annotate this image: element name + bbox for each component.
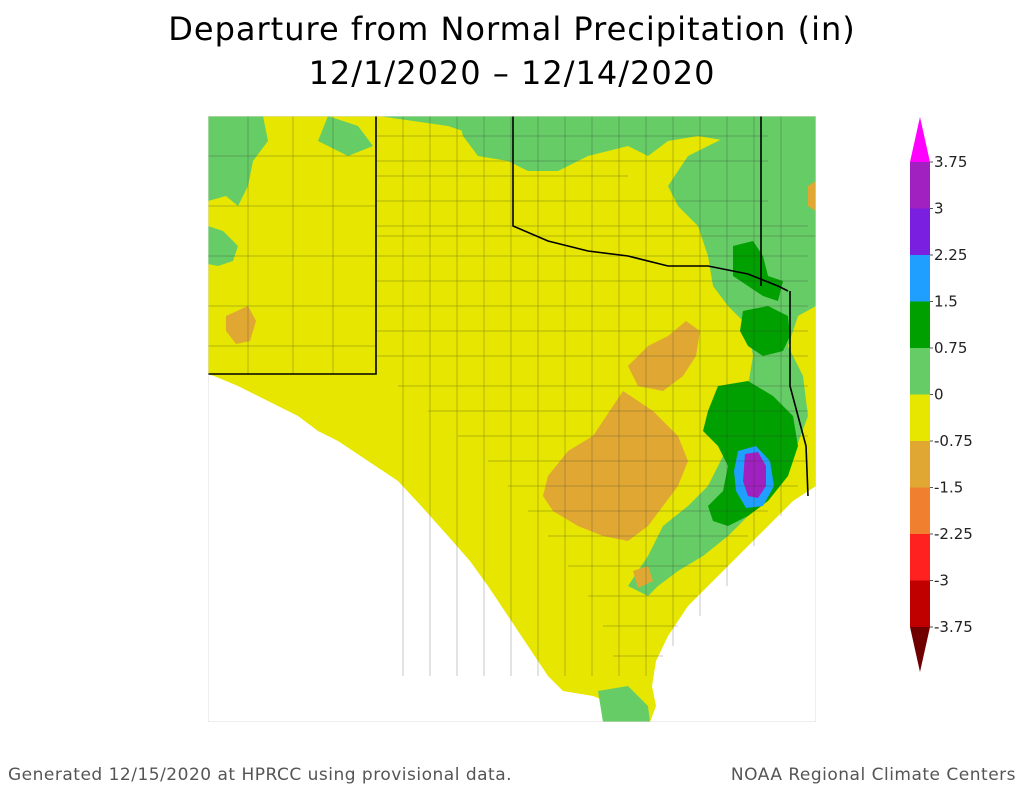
- green-area-north: [208, 116, 528, 136]
- legend-swatch: [910, 255, 930, 302]
- orange-area-coast: [633, 566, 653, 588]
- legend-tick-label: -3: [934, 572, 949, 590]
- purple-area-houston: [743, 452, 766, 498]
- legend-tick-label: 3.75: [934, 153, 967, 171]
- gulf-blank: [650, 486, 816, 722]
- legend-tick-label: -3.75: [934, 618, 973, 636]
- green-area-panhandle-top: [318, 116, 373, 156]
- legend-cap-bottom: [910, 627, 930, 672]
- orange-area-new-mexico: [226, 306, 256, 344]
- legend-color-bar: [910, 117, 930, 672]
- legend-swatch: [910, 580, 930, 627]
- legend-tick-label: 1.5: [934, 293, 958, 311]
- footer-generated-note: Generated 12/15/2020 at HPRCC using prov…: [8, 765, 513, 785]
- map-date-range: 12/1/2020 – 12/14/2020: [308, 54, 716, 92]
- legend-tick-label: 0.75: [934, 339, 967, 357]
- legend-swatch: [910, 441, 930, 488]
- mexico-blank: [208, 374, 648, 722]
- legend-swatch: [910, 348, 930, 395]
- legend-swatch: [910, 208, 930, 255]
- orange-area-central: [543, 391, 688, 541]
- state-borders: [208, 116, 809, 497]
- precipitation-map: [208, 116, 816, 722]
- green-area-nw: [208, 116, 268, 206]
- legend-tick-label: 2.25: [934, 246, 967, 264]
- footer-source: NOAA Regional Climate Centers: [730, 765, 1016, 785]
- orange-area-louisiana: [808, 181, 816, 211]
- legend-tick-label: -0.75: [934, 432, 973, 450]
- color-legend: 3.75 3 2.25 1.5 0.75 0 -0.75 -1.5 -2.25 -3 -3.75: [910, 117, 973, 672]
- green-area-south-tip: [598, 686, 650, 722]
- legend-swatch: [910, 534, 930, 581]
- legend-tick-label: 3: [934, 200, 944, 218]
- legend-swatch: [910, 487, 930, 534]
- legend-swatch: [910, 394, 930, 441]
- legend-tick-label: -1.5: [934, 479, 963, 497]
- map-title: Departure from Normal Precipitation (in): [168, 10, 856, 48]
- legend-cap-top: [910, 117, 930, 162]
- legend-tick-label: 0: [934, 386, 944, 404]
- legend-swatch: [910, 301, 930, 348]
- green-area-oklahoma: [458, 116, 768, 171]
- legend-tick-label: -2.25: [934, 525, 973, 543]
- legend-swatch: [910, 162, 930, 209]
